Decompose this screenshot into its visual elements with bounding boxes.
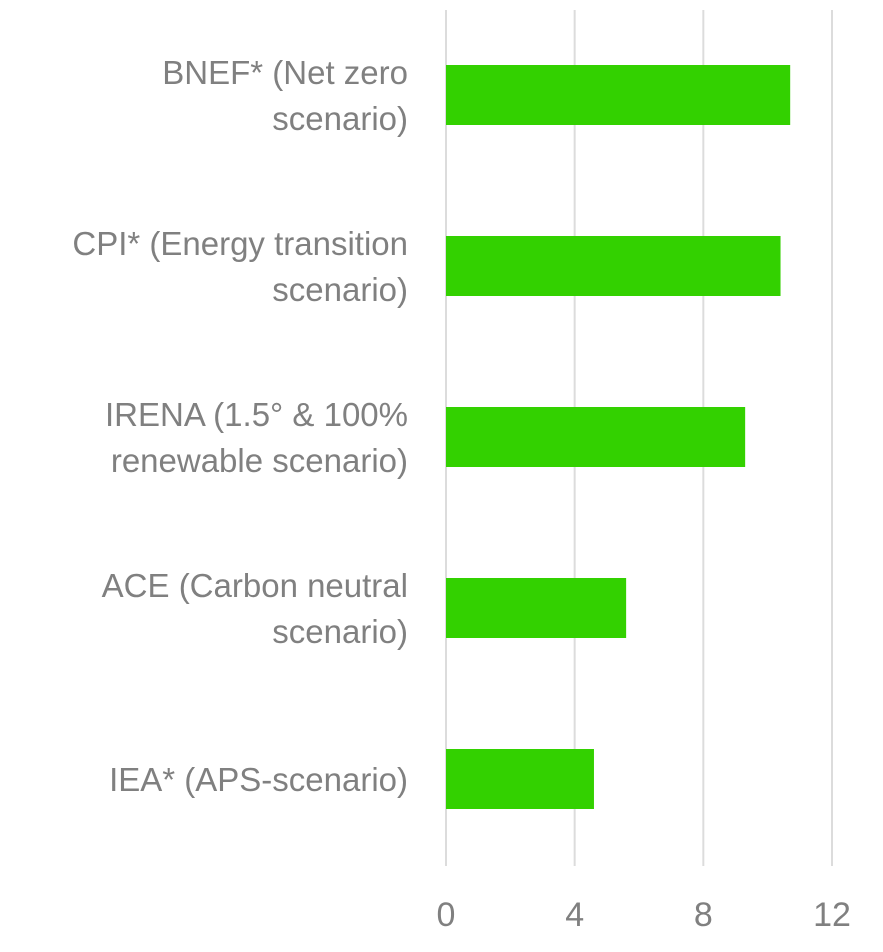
bar-0 bbox=[446, 65, 791, 125]
category-label-0: BNEF* (Net zero scenario) bbox=[162, 54, 408, 137]
category-label-1-line-1: scenario) bbox=[272, 271, 408, 308]
bar-2 bbox=[446, 407, 746, 467]
x-tick-label-3: 12 bbox=[813, 896, 851, 934]
bar-4 bbox=[446, 749, 594, 809]
x-axis-tick-labels: 0 4 8 12 bbox=[437, 896, 851, 934]
category-labels: BNEF* (Net zero scenario)CPI* (Energy tra… bbox=[72, 54, 408, 798]
category-label-0-line-1: scenario) bbox=[272, 100, 408, 137]
x-tick-label-2: 8 bbox=[694, 896, 713, 934]
category-label-1: CPI* (Energy transition scenario) bbox=[72, 225, 408, 308]
category-label-4: IEA* (APS-scenario) bbox=[109, 761, 408, 798]
category-label-2-line-1: renewable scenario) bbox=[111, 442, 408, 479]
bar-1 bbox=[446, 236, 781, 296]
category-label-2: IRENA (1.5° & 100% renewable scenario) bbox=[105, 396, 408, 479]
category-label-0-line-0: BNEF* (Net zero bbox=[162, 54, 408, 91]
x-tick-label-1: 4 bbox=[565, 896, 584, 934]
category-label-3-line-0: ACE (Carbon neutral bbox=[102, 567, 408, 604]
category-label-2-line-0: IRENA (1.5° & 100% bbox=[105, 396, 408, 433]
category-label-1-line-0: CPI* (Energy transition bbox=[72, 225, 408, 262]
x-tick-label-0: 0 bbox=[437, 896, 456, 934]
bars bbox=[446, 65, 791, 809]
bar-3 bbox=[446, 578, 627, 638]
category-label-3: ACE (Carbon neutral scenario) bbox=[102, 567, 408, 650]
category-label-3-line-1: scenario) bbox=[272, 613, 408, 650]
category-label-4-line-0: IEA* (APS-scenario) bbox=[109, 761, 408, 798]
